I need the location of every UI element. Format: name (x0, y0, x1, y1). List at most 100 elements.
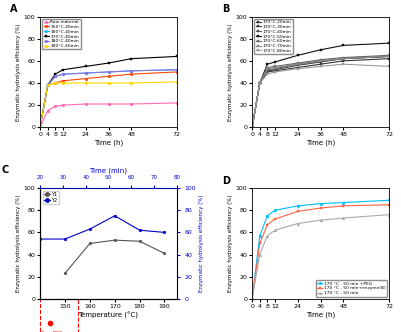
150°C-40min (38, 125, 43, 129)
170°C-70min (296, 62, 300, 66)
Text: C: C (2, 165, 9, 175)
170 °C - 50 min +PEG (296, 204, 300, 208)
Line: 170°C-40min: 170°C-40min (39, 55, 178, 129)
150°C-40min (129, 72, 134, 76)
170 °C - 50 min (265, 234, 270, 238)
Y2 (162, 230, 167, 234)
Raw material (174, 101, 179, 105)
Y-axis label: Enzymatic hydrolysis efficiency (%): Enzymatic hydrolysis efficiency (%) (16, 195, 21, 292)
Line: 170°C-80min: 170°C-80min (251, 63, 390, 129)
170 °C - 50 min (273, 228, 277, 232)
X-axis label: Temperature (°C): Temperature (°C) (79, 311, 138, 319)
170°C-50min (341, 43, 346, 47)
150°C-40min (83, 77, 88, 81)
170°C-20min (257, 81, 262, 85)
170 °C - 50 min (250, 297, 255, 301)
170 °C - 50 min +PEG (318, 202, 323, 206)
170 °C - 50 min +PEG (257, 234, 262, 238)
Y1 (137, 239, 142, 243)
170 °C - 50 min (296, 221, 300, 225)
160°C-40min (45, 83, 50, 87)
Line: 150°C-40min: 150°C-40min (39, 70, 178, 129)
170 °C - 50 min +PEG (387, 198, 391, 202)
Line: 170 °C - 50 min +PEG: 170 °C - 50 min +PEG (251, 199, 390, 300)
Y2 (137, 228, 142, 232)
170 °C - 50 min+enzyme(B) (257, 241, 262, 245)
170°C-20min (387, 57, 391, 61)
160°C-40min (129, 69, 134, 73)
Raw material (129, 102, 134, 106)
170°C-70min (341, 57, 346, 61)
170 °C - 50 min+enzyme(B) (387, 203, 391, 207)
170°C-60min (257, 81, 262, 85)
170°C-80min (341, 62, 346, 66)
Bar (40, 299, 79, 332)
170°C-40min (318, 59, 323, 63)
Raw material (106, 102, 111, 106)
170 °C - 50 min+enzyme(B) (250, 297, 255, 301)
170°C-60min (341, 55, 346, 59)
Line: 170°C-60min: 170°C-60min (251, 54, 390, 129)
170 °C - 50 min+enzyme(B) (341, 204, 346, 208)
Text: A: A (10, 4, 18, 14)
Raw material (83, 102, 88, 106)
Line: 170°C-40min: 170°C-40min (251, 55, 390, 129)
170°C-50min (296, 53, 300, 57)
170°C-40min (174, 54, 179, 58)
Raw material (53, 104, 58, 108)
170°C-20min (265, 70, 270, 74)
Legend: Y1, Y2: Y1, Y2 (43, 191, 59, 204)
170°C-40min (265, 68, 270, 72)
170°C-20min (296, 65, 300, 69)
150°C-40min (61, 79, 65, 83)
160°C-40min (106, 70, 111, 74)
170°C-20min (341, 59, 346, 63)
Y-axis label: Enzymatic hydrolysis efficiency (%): Enzymatic hydrolysis efficiency (%) (228, 23, 233, 121)
170°C-40min (61, 68, 65, 72)
170°C-20min (318, 62, 323, 66)
Line: 170°C-30min: 170°C-30min (251, 55, 390, 129)
170°C-80min (273, 70, 277, 74)
170 °C - 50 min (318, 218, 323, 222)
170 °C - 50 min +PEG (265, 214, 270, 218)
170°C-40min (129, 57, 134, 61)
170 °C - 50 min+enzyme(B) (265, 223, 270, 227)
150°C-40min (106, 74, 111, 78)
170°C-30min (387, 54, 391, 58)
180°C-40min (83, 71, 88, 75)
Y2 (112, 214, 117, 218)
X-axis label: Time (h): Time (h) (306, 311, 335, 318)
180°C-40min (53, 74, 58, 78)
190°C-40min (174, 80, 179, 84)
170°C-20min (273, 69, 277, 73)
160°C-40min (38, 125, 43, 129)
Y2 (38, 237, 43, 241)
170°C-20min (250, 125, 255, 129)
Y1 (87, 241, 92, 245)
170 °C - 50 min+enzyme(B) (318, 206, 323, 210)
Line: 180°C-40min: 180°C-40min (39, 68, 178, 129)
170°C-30min (318, 60, 323, 64)
Line: 160°C-40min: 160°C-40min (39, 68, 178, 129)
190°C-40min (83, 81, 88, 85)
180°C-40min (45, 83, 50, 87)
Y-axis label: Enzymatic hydrolysis efficiency (%): Enzymatic hydrolysis efficiency (%) (199, 195, 204, 292)
170°C-80min (387, 64, 391, 68)
170 °C - 50 min +PEG (273, 208, 277, 212)
Line: Y1: Y1 (64, 239, 166, 275)
170°C-60min (318, 58, 323, 62)
170°C-40min (273, 67, 277, 71)
180°C-40min (106, 70, 111, 74)
180°C-40min (38, 125, 43, 129)
Legend: Raw material, 150°C-40min, 160°C-40min, 170°C-40min, 180°C-40min, 190°C-40min: Raw material, 150°C-40min, 160°C-40min, … (43, 19, 81, 49)
170°C-40min (250, 125, 255, 129)
150°C-40min (53, 81, 58, 85)
Y1 (112, 238, 117, 242)
190°C-40min (106, 81, 111, 85)
170°C-70min (257, 81, 262, 85)
Text: D: D (222, 176, 230, 186)
170°C-80min (250, 125, 255, 129)
170°C-60min (265, 65, 270, 69)
170°C-30min (341, 57, 346, 61)
180°C-40min (61, 72, 65, 76)
